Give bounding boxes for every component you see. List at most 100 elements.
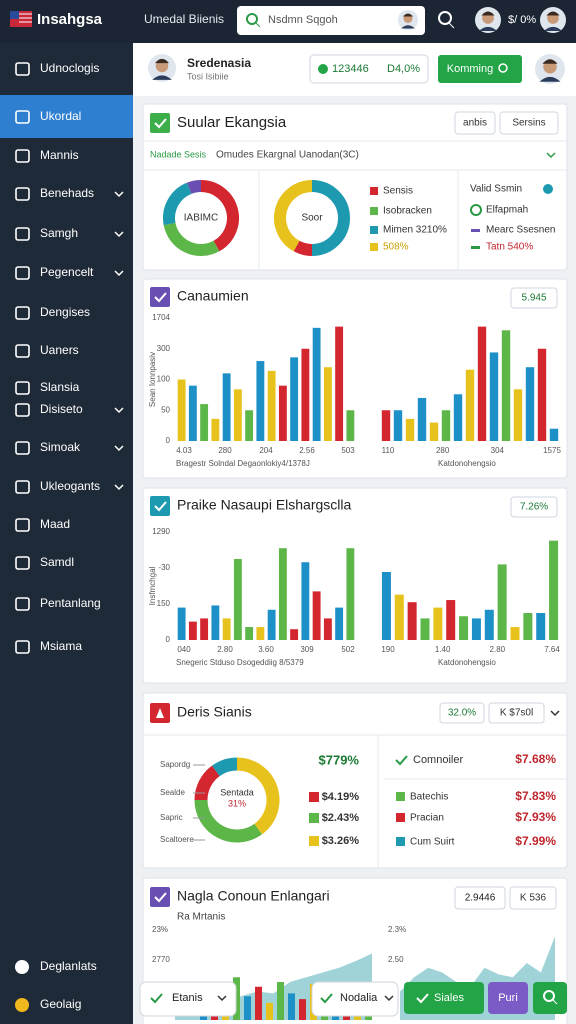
search-box[interactable] <box>237 6 425 35</box>
toolbar-label[interactable]: Puri <box>498 992 518 1004</box>
donut-center: IABIMC <box>184 213 218 224</box>
legend-swatch <box>309 792 319 802</box>
sidebar-item[interactable]: Pentanlang <box>40 596 101 610</box>
sidebar-item[interactable]: Samdl <box>40 555 74 569</box>
y-tick-label: -30 <box>158 563 170 572</box>
bar <box>188 385 197 441</box>
brand-flag-canton <box>10 11 19 19</box>
donut-segment <box>163 182 192 226</box>
sidebar-item[interactable]: Samgh <box>40 226 78 240</box>
sidebar-item[interactable]: Udnoclogis <box>40 61 99 75</box>
avatar-body <box>401 25 415 29</box>
sidebar-item[interactable]: Msiama <box>40 639 82 653</box>
bar <box>549 428 559 441</box>
sidebar-item[interactable]: Simoak <box>40 440 81 454</box>
bar <box>200 618 209 640</box>
legend-swatch <box>370 226 378 234</box>
bar <box>335 607 344 640</box>
sidebar-item[interactable]: Disiseto <box>40 402 83 416</box>
avatar-hair <box>481 11 495 16</box>
sidebar-item[interactable]: Slansia <box>40 380 80 394</box>
primary-button[interactable] <box>438 55 522 83</box>
bar <box>245 627 254 640</box>
sidebar-icon <box>15 306 30 320</box>
check-icon <box>154 292 167 303</box>
toolbar-button[interactable] <box>488 982 528 1014</box>
sidebar-item[interactable]: Pegencelt <box>40 265 94 279</box>
profile-name: Sredenasia <box>187 56 251 70</box>
toolbar-button[interactable] <box>139 981 237 1017</box>
x-tick-label: 110 <box>382 446 395 455</box>
toolbar-button[interactable] <box>404 982 484 1014</box>
search-icon <box>246 13 258 25</box>
panel-button-label[interactable]: Sersins <box>512 118 545 129</box>
sidebar-icon <box>15 640 30 654</box>
x-tick-label: 503 <box>341 446 355 455</box>
avatar-hair <box>546 11 560 16</box>
panel-button-label[interactable]: anbis <box>463 118 487 129</box>
donut-segment <box>163 222 220 256</box>
search-icon <box>552 999 558 1005</box>
panel-button[interactable] <box>499 111 559 135</box>
sidebar-item[interactable]: Dengises <box>40 305 90 319</box>
bar <box>407 602 417 640</box>
legend-swatch <box>309 836 319 846</box>
toolbar-search[interactable] <box>533 982 567 1014</box>
sidebar-item[interactable]: Uaners <box>40 343 79 357</box>
sidebar-item[interactable]: Mannis <box>40 148 79 162</box>
panel-title: Praike Nasaupi Elshargsclla <box>177 497 352 513</box>
bar <box>381 410 391 441</box>
sidebar-item[interactable]: Ukleogants <box>40 479 100 493</box>
sidebar-active <box>0 95 133 138</box>
panel-subtitle: Ra Mrtanis <box>177 912 225 923</box>
sidebar-footer-icon <box>15 998 29 1012</box>
row-value: $7.93% <box>515 810 556 824</box>
x-tick-label: 502 <box>341 645 355 654</box>
donut-segment <box>236 757 280 835</box>
search-icon <box>543 990 555 1002</box>
bar <box>453 394 463 441</box>
panel-button[interactable] <box>454 111 496 135</box>
toolbar-label[interactable]: Etanis <box>172 992 203 1004</box>
y-tick-label: 2.3% <box>388 925 406 934</box>
avatar-hair <box>542 59 558 64</box>
panel-title: Nagla Conoun Enlangari <box>177 888 330 904</box>
toolbar-label[interactable]: Siales <box>434 992 464 1004</box>
x-axis-caption: Katdonohengsio <box>438 459 496 468</box>
sidebar-icon <box>15 381 30 395</box>
bar <box>290 357 299 441</box>
stat-pill <box>309 54 429 84</box>
status-icon <box>471 246 480 249</box>
legend-swatch <box>370 187 378 195</box>
status-title: Valid Ssmin <box>470 184 522 195</box>
bar <box>255 986 262 1020</box>
pill-label: 2.9446 <box>465 893 496 904</box>
donut-center: Sentada <box>220 787 254 797</box>
donut-segment <box>293 240 313 256</box>
x-tick-label: 280 <box>218 446 232 455</box>
primary-button-label[interactable]: Komming <box>447 63 493 75</box>
badge <box>510 287 558 309</box>
bar <box>245 410 254 441</box>
legend-label: Mimen 3210% <box>383 225 447 236</box>
sidebar-item[interactable]: Benehads <box>40 186 94 200</box>
legend-value: $3.26% <box>322 835 360 847</box>
sidebar-item[interactable]: Ukordal <box>40 109 81 123</box>
toolbar-button[interactable] <box>311 981 399 1017</box>
bar <box>441 410 451 441</box>
sidebar-icon <box>15 187 30 201</box>
pill-label: K $7s0l <box>500 708 533 719</box>
row-swatch <box>396 792 405 801</box>
sidebar-footer-item[interactable]: Deglanlats <box>40 959 97 973</box>
bar <box>211 418 220 441</box>
list-value: $7.68% <box>515 752 556 766</box>
bar <box>525 367 535 441</box>
sidebar-footer-item[interactable]: Geolaig <box>40 997 81 1011</box>
bar <box>177 607 186 640</box>
donut-segment <box>187 180 202 194</box>
check-icon <box>154 501 167 512</box>
toolbar-label[interactable]: Nodalia <box>340 992 378 1004</box>
sidebar-item[interactable]: Maad <box>40 517 70 531</box>
x-tick-label: 040 <box>177 645 191 654</box>
